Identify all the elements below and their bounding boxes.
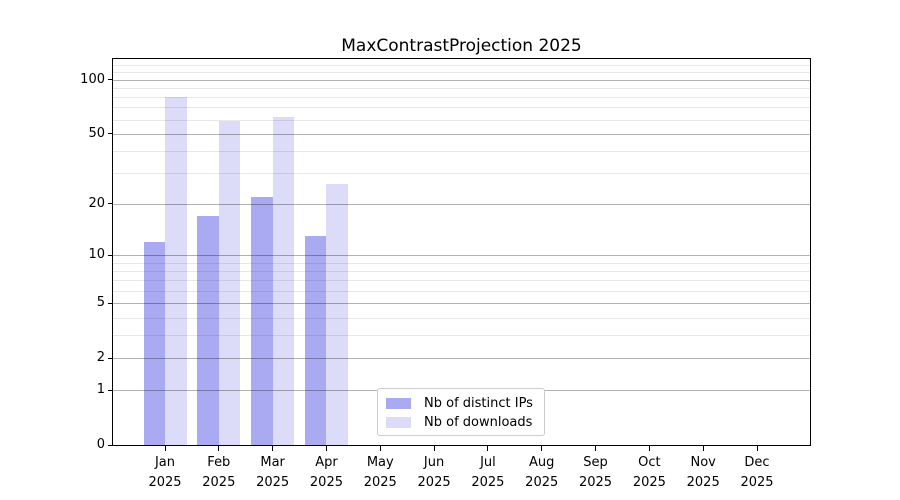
y-tick-label: 1 xyxy=(96,382,105,398)
bar-downloads xyxy=(218,120,241,445)
legend-label: Nb of downloads xyxy=(424,415,533,430)
plot-area xyxy=(112,58,811,446)
gridline-minor xyxy=(113,150,810,152)
x-tick-mark xyxy=(164,446,166,451)
gridline-major xyxy=(113,303,810,305)
y-tick-mark xyxy=(108,444,113,446)
legend-label: Nb of distinct IPs xyxy=(424,396,533,411)
gridline-minor xyxy=(113,107,810,109)
gridline-major xyxy=(113,358,810,360)
gridline-minor xyxy=(113,290,810,292)
gridline-minor xyxy=(113,119,810,121)
x-tick-mark xyxy=(487,446,489,451)
gridline-major xyxy=(113,79,810,81)
bar-downloads xyxy=(272,116,295,445)
y-tick-label: 20 xyxy=(88,195,105,211)
bar-distinct-ips xyxy=(143,241,165,445)
gridline-minor xyxy=(113,72,810,74)
gridline-minor xyxy=(113,65,810,67)
chart-title: MaxContrastProjection 2025 xyxy=(341,36,582,56)
bar-downloads xyxy=(326,184,348,445)
x-tick-mark xyxy=(648,446,650,451)
x-tick-mark xyxy=(325,446,327,451)
gridline-minor xyxy=(113,271,810,273)
x-tick-label: May 2025 xyxy=(363,455,397,490)
x-tick-label: Dec 2025 xyxy=(740,455,774,490)
y-tick-mark xyxy=(108,254,113,256)
gridline-minor xyxy=(113,280,810,282)
gridline-minor xyxy=(113,335,810,337)
legend-swatch-downloads xyxy=(386,417,411,428)
y-tick-mark xyxy=(108,203,113,205)
x-tick-label: Jan 2025 xyxy=(148,455,182,490)
x-tick-label: Mar 2025 xyxy=(256,455,290,490)
x-tick-label: Oct 2025 xyxy=(632,455,666,490)
legend: Nb of distinct IPs Nb of downloads xyxy=(377,388,545,436)
legend-swatch-distinct-ips xyxy=(386,398,411,409)
y-tick-mark xyxy=(108,389,113,391)
x-tick-mark xyxy=(272,446,274,451)
gridline-minor xyxy=(113,87,810,89)
gridline-minor xyxy=(113,317,810,319)
y-tick-mark xyxy=(108,302,113,304)
x-tick-label: Apr 2025 xyxy=(309,455,343,490)
y-tick-label: 2 xyxy=(96,350,105,366)
y-tick-mark xyxy=(108,133,113,135)
x-tick-label: Jun 2025 xyxy=(417,455,451,490)
x-tick-label: Nov 2025 xyxy=(686,455,720,490)
y-tick-label: 0 xyxy=(96,437,105,452)
bars-layer xyxy=(113,59,810,445)
x-tick-mark xyxy=(379,446,381,451)
y-tick-label: 5 xyxy=(96,295,105,311)
gridline-major xyxy=(113,255,810,257)
legend-entry: Nb of downloads xyxy=(386,413,536,432)
legend-entry: Nb of distinct IPs xyxy=(386,394,536,413)
x-tick-label: Feb 2025 xyxy=(202,455,236,490)
gridline-major xyxy=(113,133,810,135)
y-tick-label: 10 xyxy=(88,247,105,263)
x-tick-mark xyxy=(218,446,220,451)
gridline-major xyxy=(113,203,810,205)
bar-distinct-ips xyxy=(251,196,273,445)
gridline-minor xyxy=(113,97,810,99)
y-tick-label: 50 xyxy=(88,125,105,141)
x-tick-mark xyxy=(756,446,758,451)
grid-layer xyxy=(113,59,810,445)
y-tick-mark xyxy=(108,79,113,81)
x-tick-label: Jul 2025 xyxy=(471,455,505,490)
gridline-minor xyxy=(113,173,810,175)
bar-distinct-ips xyxy=(197,216,219,445)
bar-distinct-ips xyxy=(304,236,327,445)
bar-downloads xyxy=(165,97,187,445)
x-tick-label: Sep 2025 xyxy=(578,455,613,490)
y-tick-label: 100 xyxy=(80,71,105,87)
x-tick-mark xyxy=(541,446,543,451)
gridline-minor xyxy=(113,262,810,264)
y-tick-mark xyxy=(108,357,113,359)
x-tick-mark xyxy=(433,446,435,451)
x-tick-mark xyxy=(595,446,597,451)
x-tick-label: Aug 2025 xyxy=(525,455,559,490)
x-tick-mark xyxy=(702,446,704,451)
